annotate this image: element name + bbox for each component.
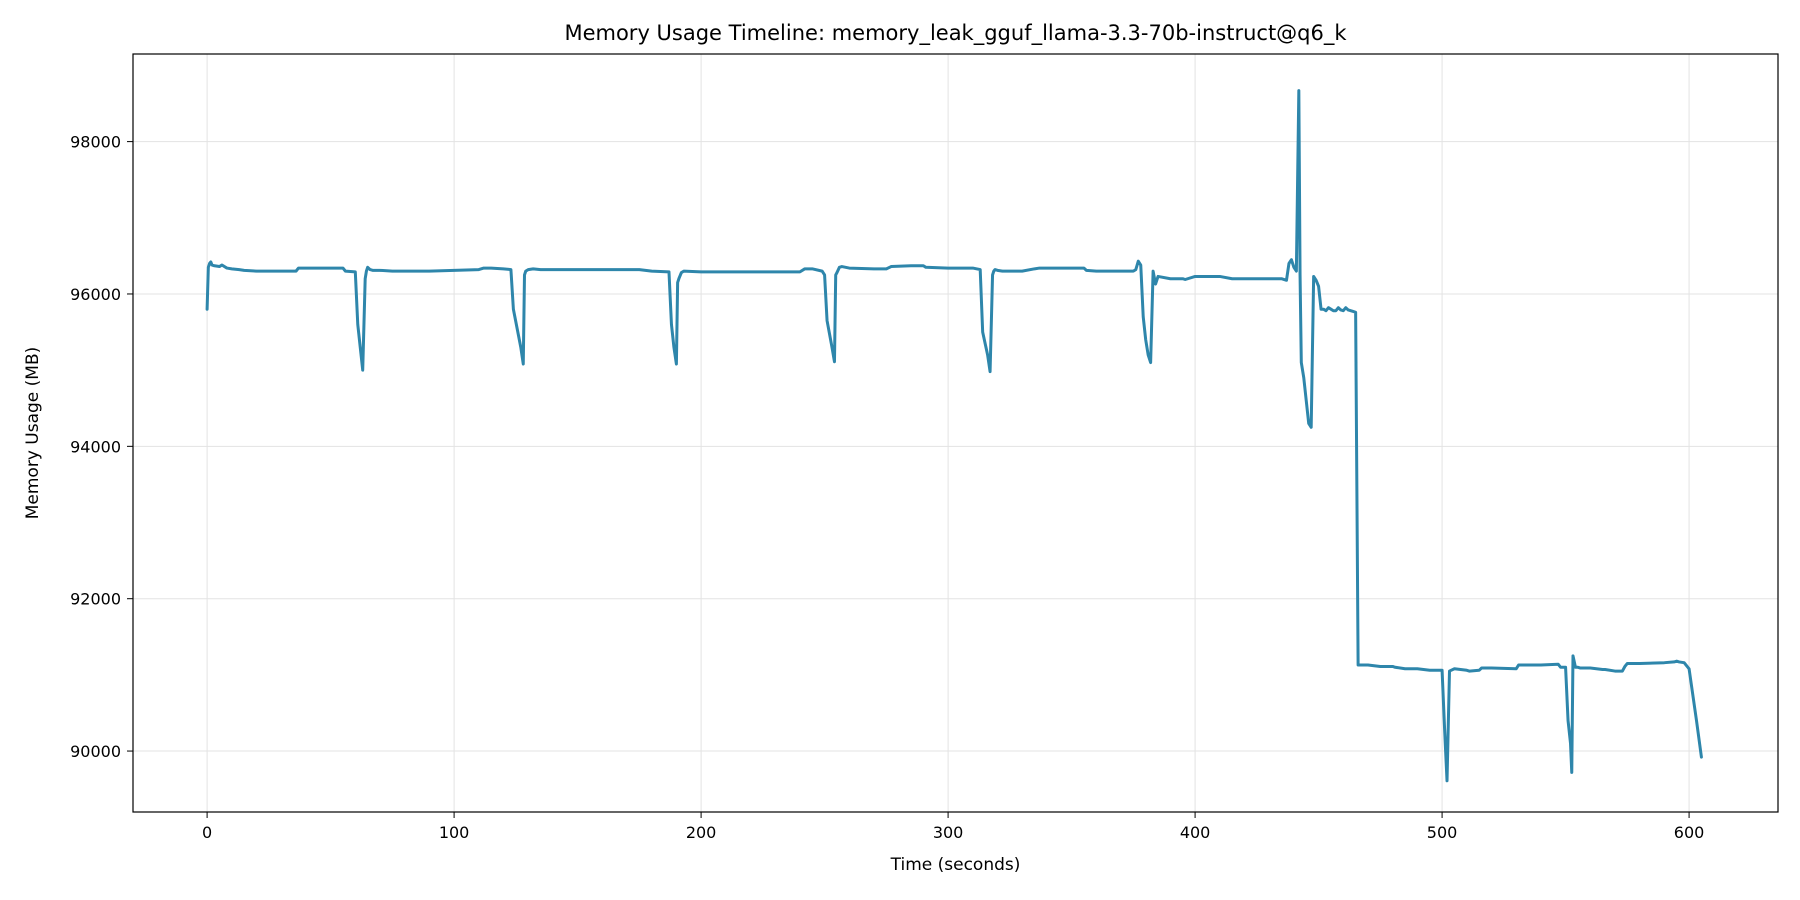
y-tick-label: 94000 bbox=[70, 437, 121, 456]
y-axis-ticks: 90000 92000 94000 96000 98000 bbox=[70, 133, 133, 761]
x-axis-ticks: 0 100 200 300 400 500 600 bbox=[202, 812, 1704, 842]
grid-lines bbox=[133, 54, 1778, 812]
y-tick-label: 98000 bbox=[70, 133, 121, 152]
plot-frame bbox=[132, 53, 1779, 813]
y-axis-label: Memory Usage (MB) bbox=[23, 347, 43, 520]
y-tick-label: 90000 bbox=[70, 742, 121, 761]
chart-title: Memory Usage Timeline: memory_leak_gguf_… bbox=[564, 21, 1347, 46]
x-tick-label: 0 bbox=[202, 823, 212, 842]
x-tick-label: 300 bbox=[933, 823, 964, 842]
x-tick-label: 200 bbox=[686, 823, 717, 842]
x-tick-label: 400 bbox=[1180, 823, 1211, 842]
x-axis-label: Time (seconds) bbox=[890, 855, 1021, 875]
x-tick-label: 600 bbox=[1674, 823, 1705, 842]
x-tick-label: 100 bbox=[439, 823, 470, 842]
y-tick-label: 92000 bbox=[70, 590, 121, 609]
x-tick-label: 500 bbox=[1427, 823, 1458, 842]
memory-usage-line bbox=[205, 89, 1703, 783]
y-tick-label: 96000 bbox=[70, 285, 121, 304]
